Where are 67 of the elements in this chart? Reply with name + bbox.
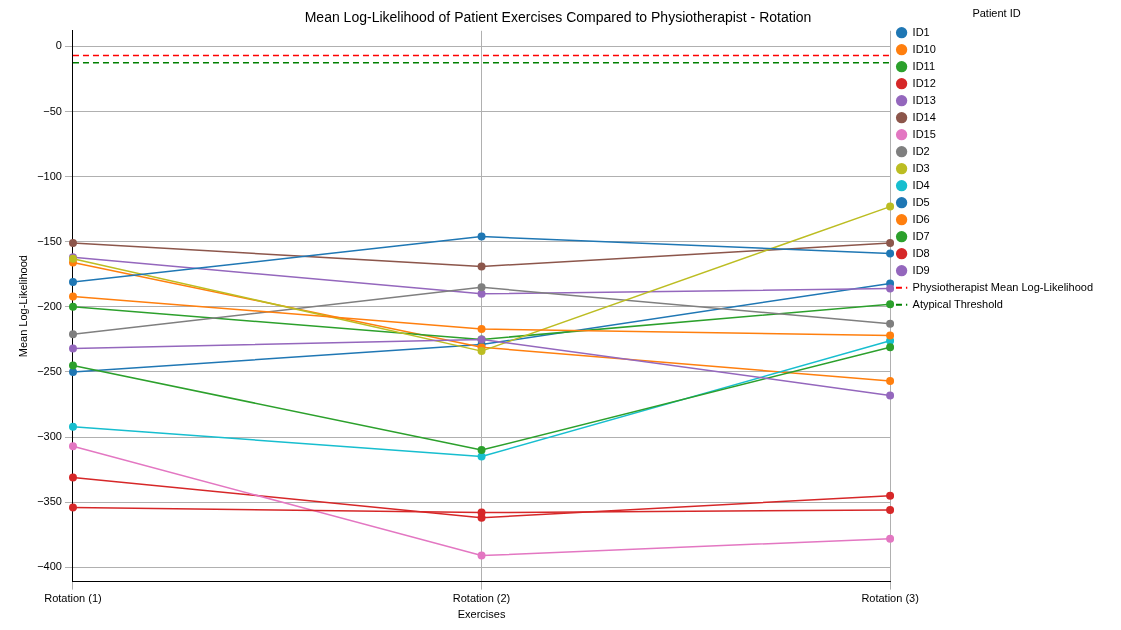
point xyxy=(68,330,77,339)
legend-label: ID6 xyxy=(912,212,930,225)
legend-label: ID9 xyxy=(912,263,930,276)
point xyxy=(886,202,895,211)
point xyxy=(886,391,895,400)
point xyxy=(886,491,895,500)
point xyxy=(68,473,77,482)
point xyxy=(477,324,486,333)
legend-label: ID13 xyxy=(912,93,936,106)
point xyxy=(886,249,895,258)
y-tick-label: −200 xyxy=(37,299,62,312)
point xyxy=(477,262,486,271)
point xyxy=(68,367,77,376)
point xyxy=(477,508,486,517)
y-tick-label: −100 xyxy=(37,169,62,182)
point xyxy=(68,278,77,287)
point xyxy=(477,446,486,455)
point xyxy=(68,361,77,370)
legend-label: ID3 xyxy=(912,161,930,174)
legend-title: Patient ID xyxy=(972,6,1021,19)
point xyxy=(886,534,895,543)
y-tick-label: −150 xyxy=(37,234,62,247)
point xyxy=(477,232,486,241)
y-tick-label: −350 xyxy=(37,495,62,508)
point xyxy=(886,377,895,386)
legend-label: ID5 xyxy=(912,195,930,208)
point xyxy=(68,344,77,353)
point xyxy=(477,289,486,298)
y-tick-label: −50 xyxy=(43,104,62,117)
point xyxy=(477,347,486,356)
point xyxy=(68,422,77,431)
legend-label: ID8 xyxy=(912,246,930,259)
legend-label: ID14 xyxy=(912,110,936,123)
y-tick-label: −400 xyxy=(37,560,62,573)
point xyxy=(68,442,77,451)
point xyxy=(477,551,486,560)
y-tick-label: −300 xyxy=(37,430,62,443)
legend-label: ID10 xyxy=(912,42,936,55)
y-tick-label: 0 xyxy=(55,39,62,52)
point xyxy=(886,319,895,328)
point xyxy=(886,331,895,340)
chart-title: Mean Log-Likelihood of Patient Exercises Compared to Physiotherapist - Rotation xyxy=(304,9,812,26)
legend-label: Atypical Threshold xyxy=(912,297,1003,310)
y-axis-title: Mean Log-Likelihood xyxy=(16,255,29,358)
point xyxy=(886,343,895,352)
legend-label: ID7 xyxy=(912,229,930,242)
point xyxy=(68,503,77,512)
legend-label: ID1 xyxy=(912,25,930,38)
x-axis-title: Exercises xyxy=(457,608,506,621)
point xyxy=(886,284,895,293)
point xyxy=(68,292,77,301)
legend-label: ID12 xyxy=(912,76,936,89)
point xyxy=(477,283,486,292)
point xyxy=(886,300,895,309)
legend-label: ID2 xyxy=(912,144,930,157)
x-tick-label: Rotation (1) xyxy=(44,592,102,605)
legend-label: ID11 xyxy=(912,59,936,72)
x-tick-label: Rotation (3) xyxy=(861,592,919,605)
legend-label: ID15 xyxy=(912,127,936,140)
point xyxy=(886,505,895,514)
y-tick-label: −250 xyxy=(37,364,62,377)
legend-label: Physiotherapist Mean Log-Likelihood xyxy=(912,280,1093,293)
point xyxy=(886,239,895,248)
point xyxy=(68,302,77,311)
legend-label: ID4 xyxy=(912,178,930,191)
point xyxy=(68,239,77,248)
x-tick-label: Rotation (2) xyxy=(452,592,511,605)
